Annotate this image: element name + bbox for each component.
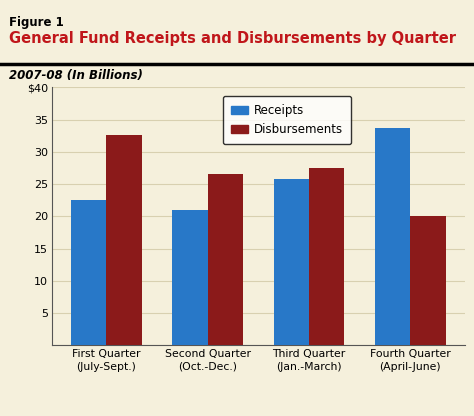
Bar [106,135,142,345]
Text: 2007-08 (In Billions): 2007-08 (In Billions) [9,69,143,82]
Bar [71,200,106,345]
Text: General Fund Receipts and Disbursements by Quarter: General Fund Receipts and Disbursements … [9,31,456,46]
Bar [410,215,446,345]
Bar [375,128,410,345]
Text: Figure 1: Figure 1 [9,16,64,29]
Bar [208,174,243,345]
Legend: Receipts, Disbursements: Receipts, Disbursements [223,96,351,144]
Bar [309,168,345,345]
Bar [273,179,309,345]
Bar [172,210,208,345]
